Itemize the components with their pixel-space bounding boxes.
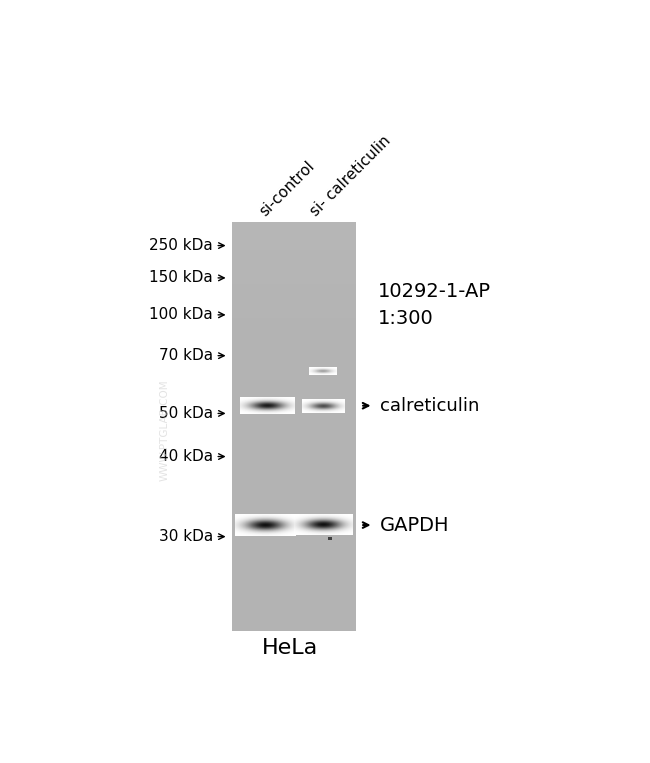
Bar	[233, 365, 356, 372]
Bar	[233, 392, 356, 400]
Bar	[233, 223, 356, 630]
Bar	[233, 433, 356, 440]
Bar	[233, 583, 356, 590]
Bar	[233, 481, 356, 488]
Bar	[233, 447, 356, 454]
Bar	[233, 508, 356, 515]
Bar	[233, 386, 356, 393]
Bar	[233, 413, 356, 420]
Text: HeLa: HeLa	[263, 638, 318, 658]
Text: calreticulin: calreticulin	[380, 397, 479, 415]
Bar	[233, 277, 356, 284]
Bar	[233, 562, 356, 570]
Bar	[233, 515, 356, 522]
Bar	[328, 536, 332, 540]
Bar	[233, 229, 356, 237]
Text: 10292-1-AP: 10292-1-AP	[378, 282, 491, 301]
Bar	[233, 291, 356, 298]
Bar	[233, 427, 356, 433]
Bar	[233, 223, 356, 230]
Bar	[233, 461, 356, 468]
Text: 1:300: 1:300	[378, 309, 434, 328]
Bar	[233, 317, 356, 325]
Bar	[233, 352, 356, 359]
Bar	[233, 304, 356, 311]
Bar	[233, 263, 356, 270]
Bar	[233, 590, 356, 597]
Text: WWW.PTGLAB.COM: WWW.PTGLAB.COM	[160, 379, 170, 481]
Bar	[233, 379, 356, 386]
Bar	[233, 399, 356, 407]
Bar	[233, 298, 356, 304]
Bar	[233, 311, 356, 318]
Bar	[233, 501, 356, 508]
Bar	[233, 420, 356, 427]
Bar	[233, 243, 356, 250]
Bar	[233, 474, 356, 481]
Text: 70 kDa: 70 kDa	[159, 348, 213, 363]
Bar	[233, 569, 356, 577]
Bar	[233, 624, 356, 631]
Text: 50 kDa: 50 kDa	[159, 406, 213, 421]
Text: 150 kDa: 150 kDa	[150, 270, 213, 285]
Bar	[233, 610, 356, 617]
Text: si- calreticulin: si- calreticulin	[307, 134, 393, 220]
Bar	[233, 494, 356, 502]
Bar	[233, 372, 356, 379]
Bar	[233, 284, 356, 291]
Bar	[233, 542, 356, 549]
Bar	[233, 467, 356, 475]
Bar	[233, 617, 356, 624]
Text: GAPDH: GAPDH	[380, 516, 449, 535]
Bar	[233, 236, 356, 243]
Text: 100 kDa: 100 kDa	[150, 307, 213, 322]
Bar	[233, 488, 356, 495]
Bar	[233, 604, 356, 610]
Bar	[233, 597, 356, 604]
Bar	[233, 338, 356, 346]
Bar	[233, 576, 356, 584]
Bar	[233, 536, 356, 542]
Bar	[233, 270, 356, 277]
Bar	[233, 555, 356, 563]
Bar	[233, 331, 356, 339]
Bar	[233, 324, 356, 332]
Bar	[233, 549, 356, 556]
Bar	[233, 454, 356, 461]
Bar	[233, 250, 356, 257]
Text: 40 kDa: 40 kDa	[159, 449, 213, 464]
Bar	[233, 522, 356, 529]
Bar	[233, 406, 356, 414]
Bar	[233, 256, 356, 264]
Bar	[233, 440, 356, 447]
Text: si-control: si-control	[257, 159, 317, 220]
Bar	[233, 345, 356, 352]
Text: 30 kDa: 30 kDa	[159, 529, 213, 544]
Bar	[233, 529, 356, 536]
Bar	[233, 359, 356, 365]
Text: 250 kDa: 250 kDa	[150, 238, 213, 253]
